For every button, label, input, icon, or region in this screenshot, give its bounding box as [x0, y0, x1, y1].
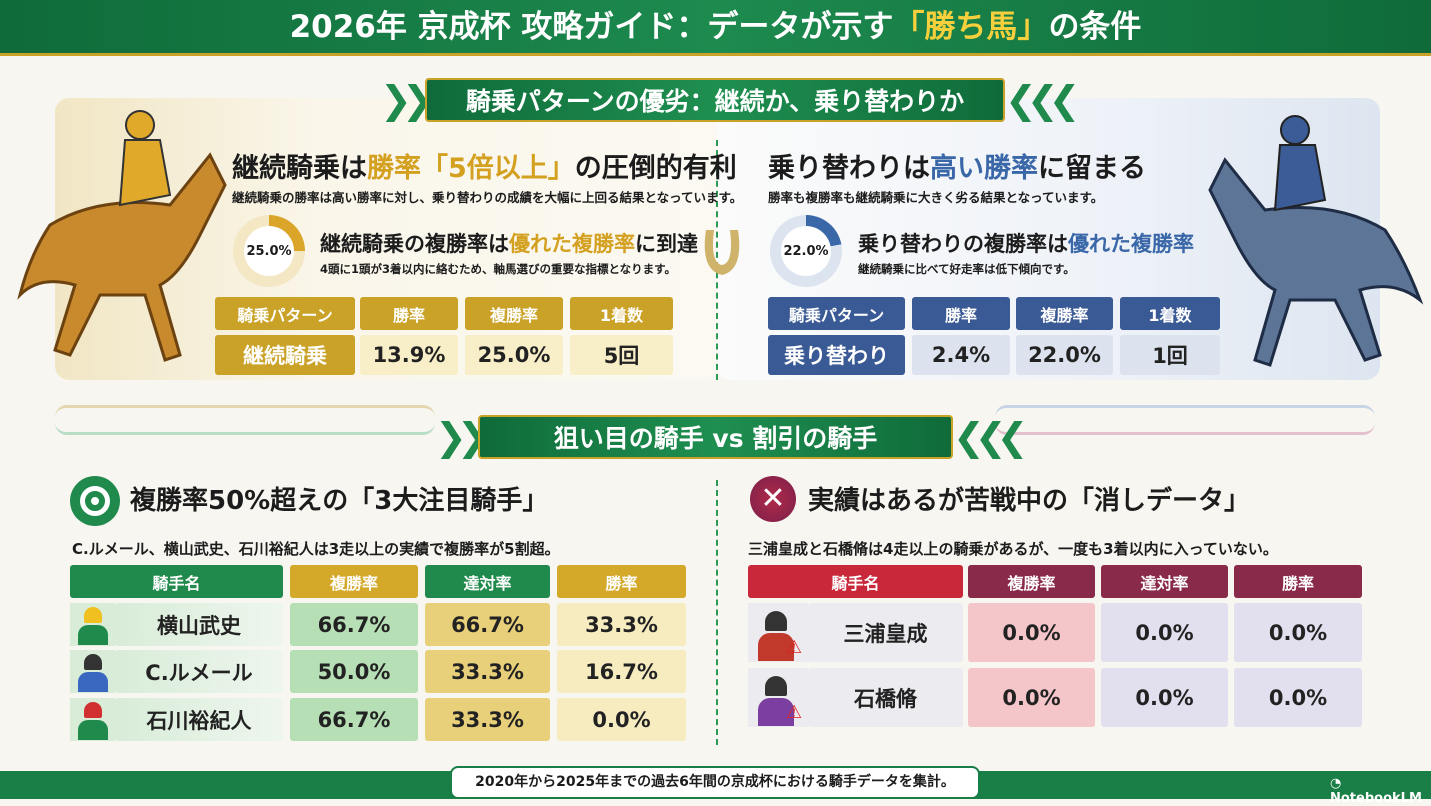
- gold-horse-jockey-icon: [17, 110, 227, 362]
- title-text: 2026年 京成杯 攻略ガイド：データが示す: [289, 9, 894, 45]
- jockey-avatar-icon: [70, 698, 115, 741]
- top-jockeys-heading: 複勝率50%超えの「3大注目騎手」: [130, 486, 549, 516]
- struggling-jockeys-header: 騎手名: [748, 565, 963, 598]
- heading-highlight: 勝率「5倍以上」: [367, 153, 575, 184]
- top-jockeys-cell: 66.7%: [425, 603, 550, 646]
- top-jockeys-cell: 66.7%: [290, 698, 418, 741]
- continuous-table-header: 勝率: [360, 297, 458, 330]
- switch-table-header: 勝率: [912, 297, 1010, 330]
- jockey-name: 石橋脩: [808, 668, 963, 727]
- subheading-highlight: 優れた複勝率: [509, 232, 635, 256]
- jockey-warning-avatar-icon: ⚠: [748, 668, 808, 727]
- switch-table-cell: 乗り替わり: [768, 335, 905, 375]
- struggling-jockeys-header: 達対率: [1101, 565, 1228, 598]
- notebooklm-brand: ◔ NotebookLM: [1330, 776, 1431, 806]
- page-title: 2026年 京成杯 攻略ガイド：データが示す「勝ち馬」の条件: [0, 0, 1431, 56]
- subheading-text-end: に到達: [635, 232, 698, 256]
- blue-horse-jockey-icon: [1208, 115, 1424, 367]
- title-text-end: の条件: [1048, 9, 1142, 45]
- continuous-table-header: 1着数: [570, 297, 673, 330]
- struggling-jockeys-header: 勝率: [1234, 565, 1362, 598]
- jockey-name: 横山武史: [115, 603, 283, 646]
- heading-text: 乗り替わりは: [768, 153, 930, 184]
- continuous-subheading: 継続騎乗の複勝率は優れた複勝率に到達: [320, 228, 698, 258]
- continuous-note: 4頭に1頭が3着以内に絡むため、軸馬選びの重要な指標となります。: [320, 262, 677, 276]
- switch-subheading: 乗り替わりの複勝率は優れた複勝率: [858, 228, 1194, 258]
- chevrons-right: ❮❮❮: [1005, 78, 1080, 122]
- struggling-jockeys-subtitle: 三浦皇成と石橋脩は4走以上の騎乗があるが、一度も3着以内に入っていない。: [748, 540, 1278, 558]
- struggling-jockeys-cell: 0.0%: [968, 603, 1095, 662]
- struggling-jockeys-cell: 0.0%: [1234, 603, 1362, 662]
- top-jockeys-cell: 33.3%: [425, 650, 550, 693]
- switch-table-cell: 22.0%: [1016, 335, 1113, 375]
- footer-note: 2020年から2025年までの過去6年間の京成杯における騎手データを集計。: [450, 766, 980, 799]
- switch-table-header: 複勝率: [1016, 297, 1113, 330]
- section2-divider: [716, 480, 718, 745]
- struggling-jockeys-cell: 0.0%: [1101, 668, 1228, 727]
- subheading-text: 継続騎乗の複勝率は: [320, 232, 509, 256]
- jockey-avatar-icon: [70, 603, 115, 646]
- subheading-highlight: 優れた複勝率: [1068, 232, 1194, 256]
- struggling-jockeys-cell: 0.0%: [1234, 668, 1362, 727]
- top-jockeys-cell: 50.0%: [290, 650, 418, 693]
- switch-table-cell: 1回: [1120, 335, 1220, 375]
- continuous-heading: 継続騎乗は勝率「5倍以上」の圧倒的有利: [232, 146, 737, 185]
- top-jockeys-header: 複勝率: [290, 565, 418, 598]
- donut-label: 25.0%: [244, 226, 294, 276]
- struggling-jockeys-heading: 実績はあるが苦戦中の「消しデータ」: [808, 486, 1251, 516]
- jockey-name: 石川裕紀人: [115, 698, 283, 741]
- struggling-jockeys-cell: 0.0%: [1101, 603, 1228, 662]
- top-jockeys-header: 騎手名: [70, 565, 283, 598]
- top-jockeys-cell: 33.3%: [425, 698, 550, 741]
- continuous-table-header: 複勝率: [465, 297, 563, 330]
- top-jockeys-cell: 0.0%: [557, 698, 686, 741]
- continuous-table-header: 騎乗パターン: [215, 297, 355, 330]
- top-jockeys-header: 達対率: [425, 565, 550, 598]
- top-jockeys-header: 勝率: [557, 565, 686, 598]
- jockey-name: 三浦皇成: [808, 603, 963, 662]
- switch-table-header: 1着数: [1120, 297, 1220, 330]
- switch-table-cell: 2.4%: [912, 335, 1010, 375]
- top-jockeys-subtitle: C.ルメール、横山武史、石川裕紀人は3走以上の実績で複勝率が5割超。: [72, 540, 560, 558]
- switch-heading: 乗り替わりは高い勝率に留まる: [768, 146, 1146, 185]
- continuous-table-cell: 継続騎乗: [215, 335, 355, 375]
- section-divider: [716, 140, 718, 380]
- heading-highlight: 高い勝率: [930, 153, 1038, 184]
- heading-text-end: に留まる: [1038, 153, 1146, 184]
- continuous-subtitle: 継続騎乗の勝率は高い勝率に対し、乗り替わりの成績を大幅に上回る結果となっています…: [232, 190, 743, 205]
- top-jockeys-cell: 16.7%: [557, 650, 686, 693]
- x-icon: ✕: [750, 476, 796, 522]
- continuous-table-cell: 5回: [570, 335, 673, 375]
- horseshoe-icon: [704, 230, 740, 275]
- switch-subtitle: 勝率も複勝率も継続騎乗に大きく劣る結果となっています。: [768, 190, 1104, 205]
- continuous-place-rate-donut: 25.0%: [233, 215, 305, 287]
- donut-label: 22.0%: [781, 226, 831, 276]
- section1-ribbon: 騎乗パターンの優劣：継続か、乗り替わりか: [425, 78, 1005, 122]
- jockey-warning-avatar-icon: ⚠: [748, 603, 808, 662]
- brand-icon: ◔: [1330, 776, 1342, 791]
- target-icon: [70, 476, 120, 526]
- heading-text-end: の圧倒的有利: [574, 153, 737, 184]
- decorative-line-left: [55, 405, 435, 435]
- switch-table-header: 騎乗パターン: [768, 297, 905, 330]
- struggling-jockeys-cell: 0.0%: [968, 668, 1095, 727]
- heading-text: 継続騎乗は: [232, 153, 367, 184]
- switch-place-rate-donut: 22.0%: [770, 215, 842, 287]
- switch-note: 継続騎乗に比べて好走率は低下傾向です。: [858, 262, 1075, 276]
- continuous-table-cell: 25.0%: [465, 335, 563, 375]
- chevrons-right-2: ❮❮❮: [953, 415, 1028, 459]
- continuous-table-cell: 13.9%: [360, 335, 458, 375]
- section2-ribbon: 狙い目の騎手 vs 割引の騎手: [478, 415, 953, 459]
- decorative-line-right: [995, 405, 1375, 435]
- jockey-name: C.ルメール: [115, 650, 283, 693]
- top-jockeys-cell: 66.7%: [290, 603, 418, 646]
- subheading-text: 乗り替わりの複勝率は: [858, 232, 1068, 256]
- jockey-avatar-icon: [70, 650, 115, 693]
- top-jockeys-cell: 33.3%: [557, 603, 686, 646]
- struggling-jockeys-header: 複勝率: [968, 565, 1095, 598]
- title-highlight: 「勝ち馬」: [893, 9, 1049, 45]
